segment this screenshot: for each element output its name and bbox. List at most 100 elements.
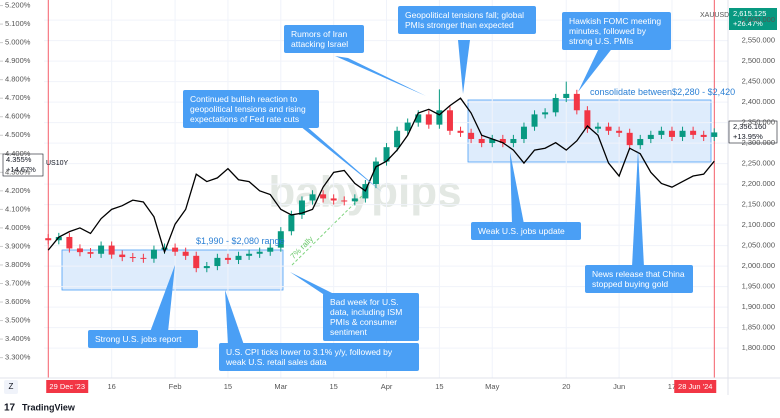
candle-body <box>446 110 453 131</box>
x-tick-label: 15 <box>224 382 232 391</box>
callout: Rumors of Iran attacking Israel <box>284 25 364 53</box>
pointer <box>632 150 644 267</box>
pointer <box>458 40 470 94</box>
candle-body <box>658 130 665 135</box>
x-tick-label: 15 <box>329 382 337 391</box>
candle-body <box>573 93 580 111</box>
candle-body <box>320 194 327 199</box>
pointer <box>225 290 244 345</box>
y-tick-label: 2,050.000 <box>742 241 775 250</box>
candle-body <box>193 255 200 269</box>
price-badge-label: 2,615.125 <box>733 9 766 18</box>
candle-body <box>531 114 538 127</box>
y2-tick-label: 5.200% <box>5 1 31 10</box>
brand: TradingView <box>22 402 76 412</box>
x-tick-badge <box>46 380 89 393</box>
y-tick-label: 2,300.000 <box>742 138 775 147</box>
y-tick-label: 1,900.000 <box>742 302 775 311</box>
yield-badge-label: 4.355% <box>6 155 32 164</box>
candle-body <box>626 132 633 146</box>
pointer <box>290 272 338 296</box>
candle-body <box>224 257 231 260</box>
brand-logo: 17 <box>4 403 16 414</box>
yield-line <box>47 97 715 255</box>
y2-tick-label: 4.700% <box>5 93 31 102</box>
y2-tick-label: 4.300% <box>5 167 31 176</box>
candle-body <box>140 257 147 259</box>
x-tick-label: Jun <box>613 382 625 391</box>
x-tick-label: 16 <box>107 382 115 391</box>
candle-body <box>404 122 411 131</box>
x-tick-label: 29 Dec '23 <box>49 382 85 391</box>
callout: U.S. CPI ticks lower to 3.1% y/y, follow… <box>219 343 419 371</box>
y-tick-label: 1,800.000 <box>742 343 775 352</box>
y2-tick-label: 3.300% <box>5 353 31 362</box>
candle-body <box>711 132 718 137</box>
candle-body <box>256 251 263 254</box>
y-tick-label: 2,500.000 <box>742 56 775 65</box>
candle-body <box>203 266 210 269</box>
candle-body <box>584 110 591 129</box>
candle-body <box>616 130 623 133</box>
pointer <box>290 112 382 192</box>
x-tick-label: May <box>485 382 499 391</box>
candle-body <box>563 93 570 98</box>
candle-body <box>161 247 168 250</box>
price-badge <box>729 8 777 30</box>
marks <box>45 81 718 273</box>
yield-badge-change: +14.67% <box>6 165 36 174</box>
candle-body <box>637 138 644 146</box>
candle-body <box>394 130 401 148</box>
y2-tick-label: 4.200% <box>5 186 31 195</box>
candle-body <box>150 249 157 259</box>
candle-body <box>372 161 379 185</box>
candle-body <box>700 134 707 137</box>
callout: Geopolitical tensions fall; global PMIs … <box>398 6 536 34</box>
y2-tick-label: 5.100% <box>5 19 31 28</box>
callout: Bad week for U.S. data, including ISM PM… <box>323 293 419 341</box>
x-tick-label: 17 <box>668 382 676 391</box>
y2-tick-label: 3.400% <box>5 334 31 343</box>
y-tick-label: 2,250.000 <box>742 159 775 168</box>
candle-body <box>415 114 422 123</box>
pointer <box>510 152 524 224</box>
callout: News release that China stopped buying g… <box>585 265 693 293</box>
candle-body <box>172 247 179 252</box>
candle-body <box>66 236 73 249</box>
price-badge-change: +26.47% <box>733 19 763 28</box>
y2-tick-label: 3.800% <box>5 260 31 269</box>
y2-tick-label: 4.800% <box>5 75 31 84</box>
y2-tick-label: 4.000% <box>5 223 31 232</box>
symbol-badge: XAUUSD <box>700 12 729 19</box>
candle-body <box>129 257 136 259</box>
candle-body <box>214 257 221 267</box>
candle-body <box>520 126 527 139</box>
pointer <box>335 56 426 96</box>
y-tick-label: 2,400.000 <box>742 97 775 106</box>
x-tick-label: Mar <box>274 382 287 391</box>
candle-body <box>277 231 284 248</box>
candle-body <box>679 130 686 137</box>
candle-body <box>246 253 253 256</box>
candle-body <box>98 245 105 254</box>
y2-tick-label: 4.600% <box>5 112 31 121</box>
range-label: $1,990 - $2,080 range <box>196 236 285 246</box>
candle-body <box>542 112 549 115</box>
candle-body <box>288 214 295 232</box>
x-tick-label: Apr <box>381 382 393 391</box>
scale-button[interactable] <box>4 380 18 394</box>
y2-tick-label: 4.400% <box>5 149 31 158</box>
candle-body <box>76 248 83 253</box>
y-tick-label: 2,550.000 <box>742 36 775 45</box>
y2-tick-label: 3.600% <box>5 297 31 306</box>
candle-body <box>499 138 506 144</box>
x-tick-badge <box>674 380 717 393</box>
candle-body <box>55 236 62 241</box>
y-tick-label: 1,950.000 <box>742 282 775 291</box>
gold-badge-label: 2,356.160 <box>733 122 766 131</box>
y-tick-label: 2,150.000 <box>742 200 775 209</box>
y2-tick-label: 3.900% <box>5 241 31 250</box>
scale-button-label[interactable]: Z <box>9 382 14 391</box>
